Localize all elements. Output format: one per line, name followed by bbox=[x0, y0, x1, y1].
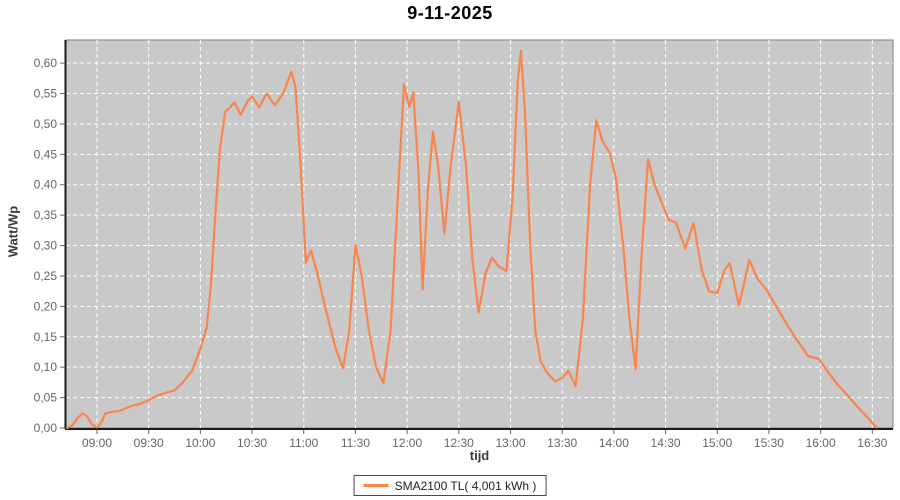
y-tick-label: 0,25 bbox=[34, 269, 58, 283]
x-axis-label: tijd bbox=[469, 448, 490, 463]
y-tick-label: 0,05 bbox=[34, 391, 58, 405]
x-tick-label: 14:30 bbox=[651, 436, 681, 450]
y-tick-label: 0,50 bbox=[34, 117, 58, 131]
y-tick-label: 0,55 bbox=[34, 87, 58, 101]
y-tick-label: 0,10 bbox=[34, 360, 58, 374]
series-line bbox=[65, 49, 878, 430]
x-tick-label: 14:00 bbox=[599, 436, 629, 450]
x-tick-label: 16:00 bbox=[806, 436, 836, 450]
plot-background bbox=[65, 39, 894, 429]
legend: SMA2100 TL( 4,001 kWh ) bbox=[353, 475, 547, 496]
x-tick-label: 11:00 bbox=[289, 436, 318, 450]
y-tick-label: 0,00 bbox=[34, 421, 58, 435]
y-tick-label: 0,60 bbox=[34, 56, 58, 70]
x-tick-label: 15:00 bbox=[702, 436, 732, 450]
x-tick-label: 09:30 bbox=[134, 436, 164, 450]
x-tick-label: 13:30 bbox=[547, 436, 577, 450]
chart-title: 9-11-2025 bbox=[407, 3, 493, 23]
legend-series-label: SMA2100 TL( 4,001 kWh ) bbox=[394, 478, 537, 493]
x-tick-label: 12:00 bbox=[392, 436, 422, 450]
x-tick-label: 11:30 bbox=[341, 436, 370, 450]
x-tick-label: 10:30 bbox=[237, 436, 267, 450]
x-tick-label: 12:30 bbox=[444, 436, 474, 450]
y-tick-label: 0,45 bbox=[34, 147, 58, 161]
x-tick-label: 13:00 bbox=[495, 436, 525, 450]
x-tick-label: 09:00 bbox=[82, 436, 112, 450]
y-tick-label: 0,15 bbox=[34, 330, 58, 344]
y-tick-label: 0,35 bbox=[34, 208, 58, 222]
y-tick-label: 0,30 bbox=[34, 239, 58, 253]
legend-line-swatch bbox=[363, 484, 389, 487]
y-axis-label: Watt/Wp bbox=[5, 205, 21, 258]
x-tick-label: 15:30 bbox=[754, 436, 784, 450]
x-tick-label: 10:00 bbox=[185, 436, 215, 450]
y-tick-label: 0,20 bbox=[34, 299, 58, 313]
y-tick-label: 0,40 bbox=[34, 178, 58, 192]
x-tick-label: 16:30 bbox=[857, 436, 887, 450]
